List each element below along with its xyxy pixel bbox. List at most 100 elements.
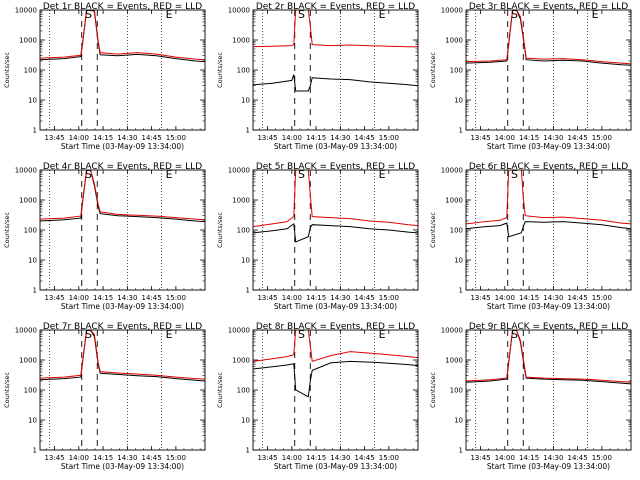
chart-title: Det 3r BLACK = Events, RED = LLD — [469, 2, 628, 12]
x-axis-label: Start Time (03-May-09 13:34:00) — [487, 302, 610, 311]
x-tick-label: 13:45 — [44, 294, 64, 302]
y-tick-label: 10000 — [441, 327, 463, 335]
x-tick-label: 15:00 — [379, 294, 399, 302]
x-tick-label: 14:00 — [69, 294, 89, 302]
x-tick-label: 14:15 — [519, 454, 539, 462]
chart-title: Det 7r BLACK = Events, RED = LLD — [43, 322, 202, 332]
y-tick-label: 1000 — [445, 37, 463, 45]
y-tick-label: 1 — [33, 287, 37, 295]
x-tick-label: 14:30 — [330, 454, 350, 462]
y-tick-label: 100 — [24, 227, 37, 235]
x-axis-label: Start Time (03-May-09 13:34:00) — [274, 142, 397, 151]
plot-frame — [39, 169, 206, 291]
y-tick-label: 10 — [241, 417, 250, 425]
y-tick-label: 10000 — [228, 327, 250, 335]
x-tick-label: 14:00 — [495, 454, 515, 462]
x-axis-label: Start Time (03-May-09 13:34:00) — [61, 302, 184, 311]
series-events-line — [466, 10, 631, 66]
chart-title: Det 4r BLACK = Events, RED = LLD — [43, 162, 202, 172]
y-tick-label: 10000 — [15, 7, 37, 15]
x-tick-label: 13:45 — [257, 134, 277, 142]
x-tick-label: 14:00 — [282, 134, 302, 142]
y-tick-label: 10000 — [15, 327, 37, 335]
x-axis-label: Start Time (03-May-09 13:34:00) — [61, 462, 184, 471]
marker-s: S — [85, 168, 92, 181]
chart-panel-8: Det 8r BLACK = Events, RED = LLD Counts/s… — [216, 322, 419, 471]
chart-title: Det 8r BLACK = Events, RED = LLD — [256, 322, 415, 332]
series-events-line — [253, 222, 418, 243]
marker-e: E — [592, 8, 599, 21]
x-tick-label: 14:15 — [93, 454, 113, 462]
y-tick-label: 10 — [454, 97, 463, 105]
y-tick-label: 1 — [459, 447, 463, 455]
series-events-line — [466, 221, 631, 238]
y-tick-label: 1 — [33, 127, 37, 135]
x-tick-label: 15:00 — [166, 294, 186, 302]
y-axis-label: Counts/sec — [216, 212, 224, 248]
y-tick-label: 1 — [246, 287, 250, 295]
plot-frame — [252, 169, 419, 291]
marker-e: E — [379, 328, 386, 341]
series-lld-line — [253, 10, 418, 48]
chart-panel-1: Det 1r BLACK = Events, RED = LLD Counts/s… — [3, 2, 206, 151]
marker-e: E — [592, 328, 599, 341]
marker-s: S — [298, 8, 305, 21]
x-tick-label: 13:45 — [470, 134, 490, 142]
x-tick-label: 13:45 — [257, 294, 277, 302]
marker-e: E — [166, 8, 173, 21]
y-tick-label: 1000 — [19, 37, 37, 45]
y-tick-label: 10 — [28, 97, 37, 105]
x-tick-label: 14:15 — [519, 134, 539, 142]
series-lld-line — [40, 170, 205, 221]
y-axis-label: Counts/sec — [216, 372, 224, 408]
series-lld-line — [40, 330, 205, 380]
chart-panel-5: Det 5r BLACK = Events, RED = LLD Counts/s… — [216, 162, 419, 311]
x-tick-label: 14:00 — [69, 454, 89, 462]
y-axis-label: Counts/sec — [429, 52, 437, 88]
x-tick-label: 14:30 — [543, 134, 563, 142]
y-tick-label: 10000 — [441, 167, 463, 175]
series-lld-line — [466, 10, 631, 65]
x-tick-label: 13:45 — [44, 134, 64, 142]
x-tick-label: 14:30 — [330, 294, 350, 302]
x-tick-label: 14:45 — [568, 134, 588, 142]
x-tick-label: 14:15 — [93, 134, 113, 142]
y-tick-label: 10 — [241, 97, 250, 105]
y-tick-label: 100 — [237, 387, 250, 395]
marker-s: S — [511, 8, 518, 21]
x-tick-label: 13:45 — [470, 294, 490, 302]
marker-s: S — [511, 328, 518, 341]
y-tick-label: 100 — [237, 227, 250, 235]
chart-panel-6: Det 6r BLACK = Events, RED = LLD Counts/s… — [429, 162, 632, 311]
chart-title: Det 2r BLACK = Events, RED = LLD — [256, 2, 415, 12]
y-tick-label: 10 — [28, 417, 37, 425]
x-tick-label: 14:00 — [282, 454, 302, 462]
marker-e: E — [379, 168, 386, 181]
chart-panel-7: Det 7r BLACK = Events, RED = LLD Counts/s… — [3, 322, 206, 471]
series-events-line — [466, 330, 631, 385]
x-tick-label: 13:45 — [470, 454, 490, 462]
series-lld-line — [253, 330, 418, 363]
y-tick-label: 1 — [33, 447, 37, 455]
series-lld-line — [466, 170, 631, 225]
chart-panel-2: Det 2r BLACK = Events, RED = LLD Counts/s… — [216, 2, 419, 151]
y-tick-label: 10000 — [228, 7, 250, 15]
plot-frame — [39, 9, 206, 131]
x-tick-label: 14:45 — [355, 134, 375, 142]
x-tick-label: 14:00 — [495, 134, 515, 142]
x-tick-label: 15:00 — [379, 454, 399, 462]
y-tick-label: 100 — [237, 67, 250, 75]
y-tick-label: 100 — [24, 67, 37, 75]
chart-panel-9: Det 9r BLACK = Events, RED = LLD Counts/s… — [429, 322, 632, 471]
chart-title: Det 9r BLACK = Events, RED = LLD — [469, 322, 628, 332]
marker-e: E — [592, 168, 599, 181]
y-tick-label: 100 — [450, 67, 463, 75]
x-tick-label: 15:00 — [166, 134, 186, 142]
x-axis-label: Start Time (03-May-09 13:34:00) — [487, 142, 610, 151]
x-tick-label: 14:00 — [495, 294, 515, 302]
plot-frame — [39, 329, 206, 451]
plot-frame — [252, 329, 419, 451]
y-axis-label: Counts/sec — [216, 52, 224, 88]
x-tick-label: 15:00 — [592, 134, 612, 142]
